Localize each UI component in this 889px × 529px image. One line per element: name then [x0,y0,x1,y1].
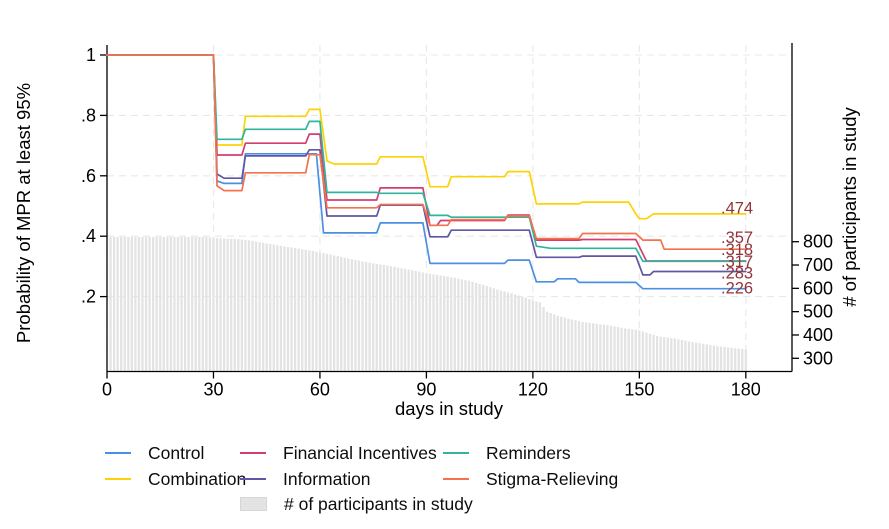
svg-text:.317: .317 [721,253,753,271]
legend-item-combination: Combination [105,469,246,489]
legend-item-control: Control [105,443,204,463]
legend-item-participants: # of participants in study [240,494,473,514]
legend-label: Financial Incentives [283,443,437,463]
legend-item-financial-incentives: Financial Incentives [240,443,437,463]
svg-text:500: 500 [803,302,833,322]
svg-text:180: 180 [731,380,761,400]
financial-incentives-line-swatch [240,451,266,455]
legend-label: # of participants in study [284,494,473,514]
legend-label: Combination [148,469,247,489]
legend-label: Reminders [486,443,571,463]
participants-bars [109,237,747,371]
information-line-swatch [240,477,266,481]
svg-text:0: 0 [102,380,112,400]
axis-titles: Probability of MPR at least 95% # of part… [13,83,860,419]
y-left-axis: 1 .8 .6 .4 .2 [81,45,107,307]
legend-label: Information [283,469,371,489]
svg-text:.4: .4 [81,226,96,246]
svg-text:600: 600 [803,278,833,298]
reminders-line-swatch [443,451,469,455]
svg-text:90: 90 [416,380,436,400]
legend-label: Control [148,443,205,463]
stigma-relieving-line-swatch [443,477,469,481]
series-line-control [106,54,747,290]
axes [106,43,793,373]
y-right-axis-title: # of participants in study [839,107,860,307]
legend-item-information: Information [240,469,371,489]
svg-text:1: 1 [86,45,96,65]
legend-label: Stigma-Relieving [486,469,619,489]
svg-text:.226: .226 [721,280,753,298]
combination-line-swatch [105,477,131,481]
svg-text:.8: .8 [81,105,96,125]
y-left-axis-title: Probability of MPR at least 95% [13,83,34,343]
series-line-reminders [106,54,747,263]
svg-text:30: 30 [203,380,223,400]
series-line-stigma-relieving [106,54,747,251]
svg-text:60: 60 [310,380,330,400]
participants-box-swatch [240,497,267,511]
svg-text:.2: .2 [81,287,96,307]
svg-text:150: 150 [624,380,654,400]
svg-text:.6: .6 [81,166,96,186]
end-value-labels: .226 .474 .318 .283.317 .357 [721,199,753,297]
svg-text:.357: .357 [721,229,753,247]
x-axis: 0 30 60 90 120 150 180 [102,371,761,400]
x-axis-title: days in study [395,398,504,419]
svg-text:.318: .318 [721,241,753,259]
svg-text:120: 120 [518,380,548,400]
series-line-combination [106,54,747,220]
chart-plot: 1 .8 .6 .4 .2 800 700 600 500 400 300 0 30 60 90 120 150… [13,43,860,419]
svg-text:.474: .474 [721,199,753,217]
svg-text:300: 300 [803,348,833,368]
svg-text:700: 700 [803,255,833,275]
control-line-swatch [105,451,131,455]
legend-item-stigma-relieving: Stigma-Relieving [443,469,618,489]
svg-text:400: 400 [803,325,833,345]
y-right-axis: 800 700 600 500 400 300 [792,232,833,368]
legend-item-reminders: Reminders [443,443,571,463]
svg-text:.283: .283 [721,265,753,283]
svg-text:800: 800 [803,232,833,252]
